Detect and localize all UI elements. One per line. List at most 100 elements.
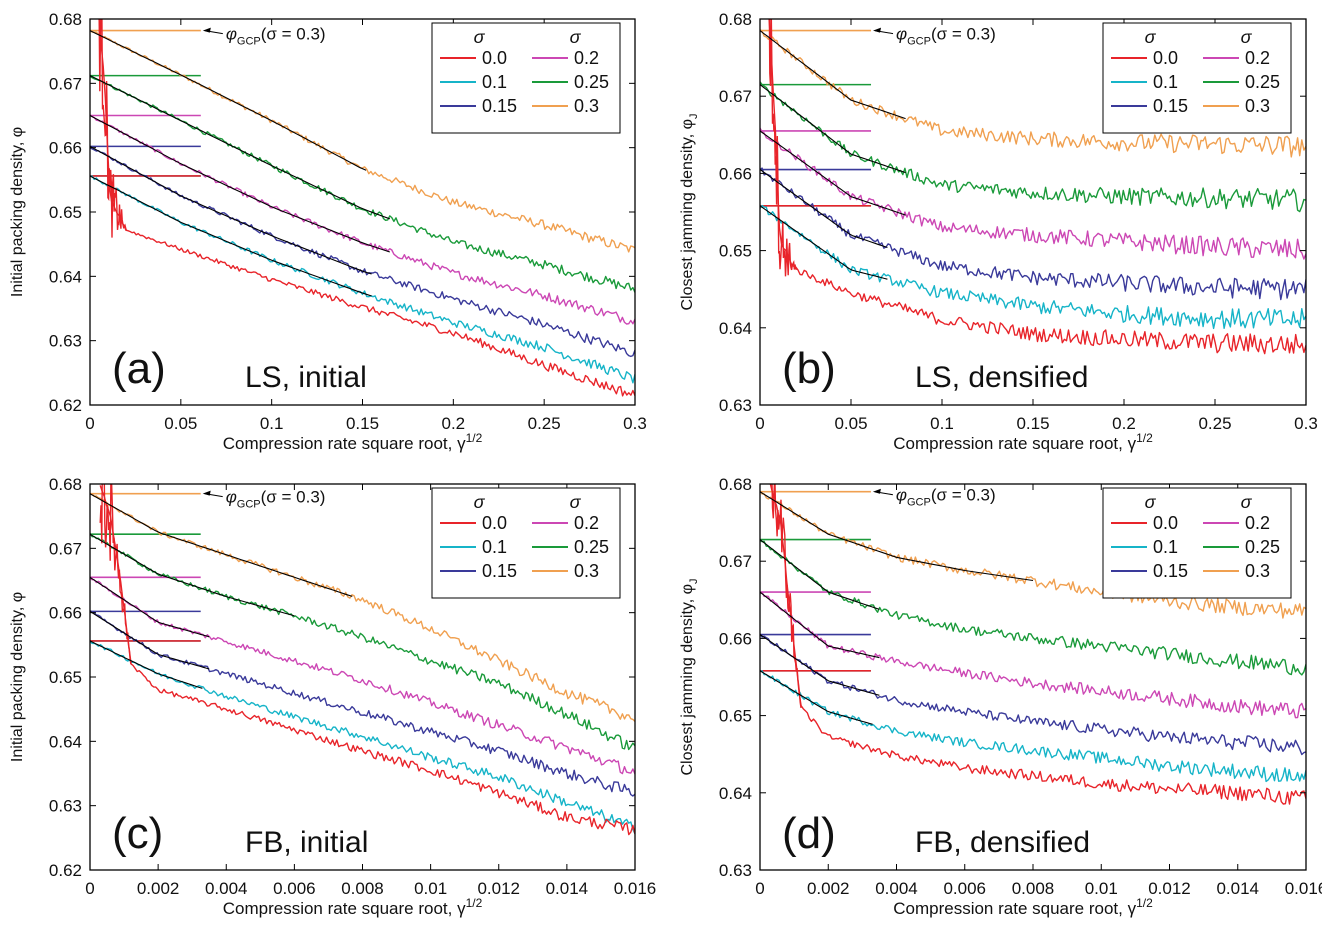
panel-letter: (b) [782,344,836,393]
fit-curve-sigma-0.25 [760,84,906,174]
fit-curve-sigma-0.1 [90,640,203,689]
legend-header-col2: σ [570,27,582,47]
legend-header-col1: σ [1145,492,1157,512]
legend-header-col1: σ [474,492,486,512]
y-tick-label: 0.67 [719,87,752,106]
legend-label-sigma-0.15: 0.15 [482,96,517,116]
series-spike-sigma-0.0 [768,19,798,277]
annotation-gcp-label: φGCP(σ = 0.3) [226,488,326,511]
x-tick-label: 0.012 [477,879,520,898]
y-tick-label: 0.67 [49,74,82,93]
fit-curve-sigma-0.15 [760,634,880,696]
x-tick-label: 0.008 [1012,879,1055,898]
y-tick-label: 0.62 [49,861,82,880]
y-tick-label: 0.64 [49,267,82,286]
annotation-rest: (σ = 0.3) [261,25,326,44]
y-tick-label: 0.68 [719,475,752,494]
legend-label-sigma-0.0: 0.0 [1153,48,1178,68]
annotation-phi: φ [226,25,237,44]
y-tick-label: 0.65 [719,242,752,261]
annotation-gcp-label: φGCP(σ = 0.3) [896,25,996,48]
fit-curve-sigma-0.15 [90,610,210,670]
annotation-rest: (σ = 0.3) [261,488,326,507]
series-line-sigma-0.1 [90,640,635,835]
x-tick-label: 0.2 [1112,414,1136,433]
y-tick-label: 0.66 [49,604,82,623]
legend-label-sigma-0.0: 0.0 [482,513,507,533]
y-tick-label: 0.64 [49,732,82,751]
panel-d: 0 0.002 0.004 0.006 0.008 0.01 0.012 0.014 0.016… [679,475,1322,918]
panel-caption: FB, densified [915,826,1090,859]
x-axis-label-superscript: 1/2 [1136,431,1153,445]
y-tick-label: 0.63 [719,861,752,880]
annotation-phi: φ [896,486,907,505]
panel-c: 0 0.002 0.004 0.006 0.008 0.01 0.012 0.014 0.016… [9,475,657,918]
x-tick-label: 0.01 [1085,879,1118,898]
plot-area [90,19,635,397]
x-axis-label: Compression rate square root, γ1/2 [893,431,1153,453]
y-axis-label: Closest jamming density, φJ [679,579,700,776]
y-axis-label-text: Initial packing density, φ [9,592,26,762]
x-tick-label: 0.016 [614,879,657,898]
legend-box [1102,487,1292,599]
legend-label-sigma-0.2: 0.2 [574,48,599,68]
x-tick-label: 0.05 [834,414,867,433]
x-tick-label: 0.006 [273,879,316,898]
y-tick-label: 0.67 [719,552,752,571]
legend-label-sigma-0.1: 0.1 [482,537,507,557]
annotation-rest: (σ = 0.3) [931,25,996,44]
series-line-sigma-0.15 [760,167,1306,301]
y-tick-label: 0.65 [49,668,82,687]
legend-label-sigma-0.1: 0.1 [1153,72,1178,92]
x-tick-label: 0.25 [1198,414,1231,433]
series-line-sigma-0.25 [760,539,1306,676]
x-tick-label: 0.1 [930,414,954,433]
series-line-sigma-0.15 [90,610,635,797]
panel-caption: FB, initial [245,826,368,859]
x-tick-label: 0.002 [807,879,850,898]
series-line-sigma-0.2 [90,114,635,325]
x-axis-label-superscript: 1/2 [1136,896,1153,910]
legend-label-sigma-0.0: 0.0 [482,48,507,68]
fit-curve-sigma-0.1 [760,205,888,280]
x-axis-label: Compression rate square root, γ1/2 [893,896,1153,918]
x-tick-label: 0.016 [1285,879,1322,898]
panel-letter: (c) [112,809,163,858]
legend-header-col1: σ [1145,27,1157,47]
legend-header-col1: σ [474,27,486,47]
series-line-sigma-0.1 [90,175,635,384]
y-tick-label: 0.63 [719,396,752,415]
legend-box [431,22,621,134]
series-spike-sigma-0.0 [98,19,127,238]
legend-label-sigma-0.15: 0.15 [1153,96,1188,116]
x-tick-label: 0 [755,414,764,433]
y-axis-label: Closest jamming density, φJ [679,114,700,311]
x-tick-label: 0.15 [1016,414,1049,433]
series-line-sigma-0.2 [760,127,1306,260]
legend-label-sigma-0.0: 0.0 [1153,513,1178,533]
fit-curve-sigma-0.25 [90,75,390,220]
y-tick-label: 0.66 [49,139,82,158]
y-tick-label: 0.64 [719,319,752,338]
x-axis-label-superscript: 1/2 [466,896,483,910]
legend-box [431,487,621,599]
plot-area [760,19,1306,355]
series-line-sigma-0.0 [99,485,635,836]
x-tick-label: 0.008 [341,879,384,898]
legend-header-col2: σ [570,492,582,512]
fit-curve-sigma-0.15 [90,145,372,275]
annotation-gcp-label: φGCP(σ = 0.3) [896,486,996,509]
series-line-sigma-0.15 [90,147,635,358]
legend-label-sigma-0.2: 0.2 [574,513,599,533]
legend-label-sigma-0.3: 0.3 [1245,96,1270,116]
legend-label-sigma-0.3: 0.3 [574,561,599,581]
fit-curve-sigma-0.3 [90,493,353,597]
fit-curve-sigma-0.1 [760,670,873,725]
x-tick-label: 0 [85,879,94,898]
y-tick-label: 0.66 [719,629,752,648]
y-tick-label: 0.65 [49,203,82,222]
legend-label-sigma-0.25: 0.25 [574,537,609,557]
x-tick-label: 0 [85,414,94,433]
series-spike-sigma-0.0 [771,484,802,708]
x-tick-label: 0.2 [442,414,466,433]
